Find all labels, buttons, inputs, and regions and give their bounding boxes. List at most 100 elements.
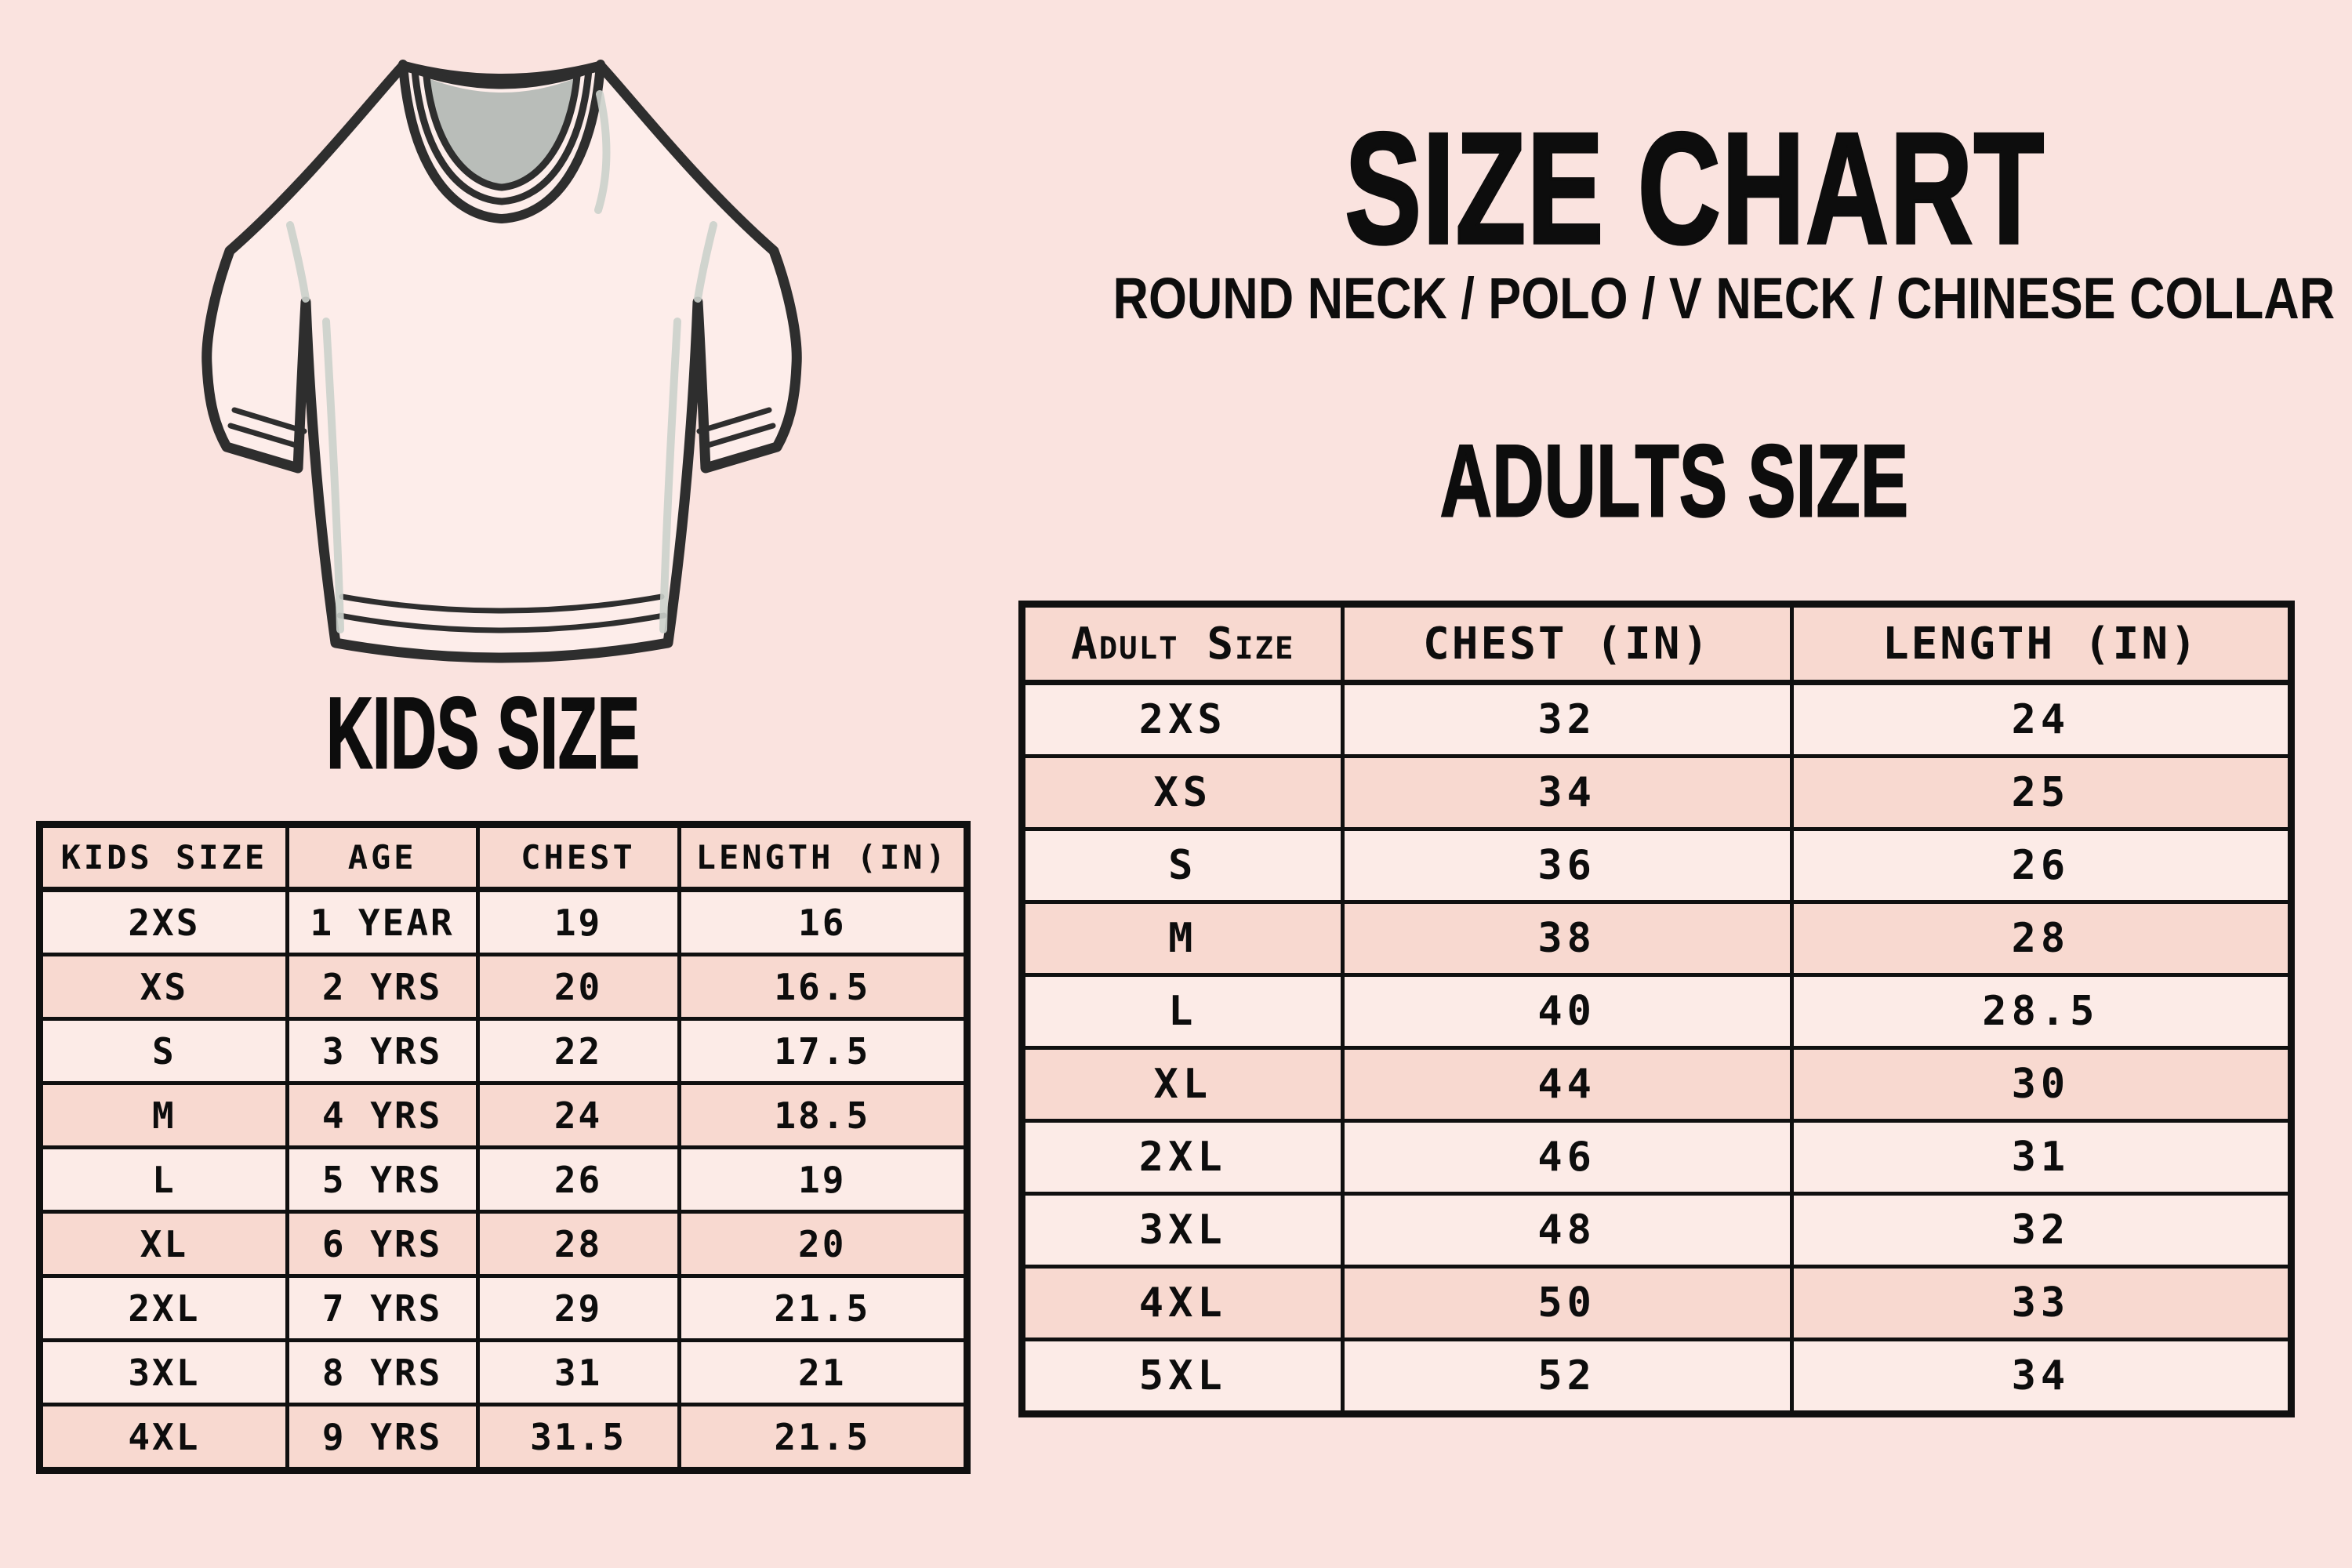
column-header: LENGTH (IN) — [1789, 602, 2294, 684]
tshirt-illustration — [201, 60, 802, 663]
table-cell: 4XL — [38, 1403, 289, 1472]
column-header: LENGTH (IN) — [677, 822, 969, 891]
hem-line — [336, 612, 667, 633]
table-cell: 31.5 — [475, 1403, 681, 1472]
table-cell: 34 — [1340, 754, 1794, 831]
table-cell: M — [1020, 900, 1345, 977]
table-cell: 2XL — [38, 1274, 289, 1342]
left-cuff-line — [231, 407, 307, 434]
column-header: AGE — [285, 822, 480, 891]
column-header: CHEST — [475, 822, 681, 891]
column-header: CHEST (IN) — [1340, 602, 1794, 684]
table-cell: XS — [1020, 754, 1345, 831]
table-cell: 2XL — [1020, 1119, 1345, 1196]
torso-shading — [322, 318, 344, 633]
table-cell: 5XL — [1020, 1338, 1345, 1416]
table-row: XL 6 YRS 28 20 — [38, 1210, 969, 1278]
column-header: KIDS SIZE — [38, 822, 289, 891]
tshirt-body — [201, 60, 802, 663]
table-cell: 24 — [475, 1081, 681, 1149]
kids-size-heading: KIDS SIZE — [91, 682, 875, 785]
table-cell: 20 — [677, 1210, 969, 1278]
page-title: SIZE CHART — [1240, 108, 2045, 270]
table-cell: 50 — [1340, 1265, 1794, 1341]
table-cell: 18.5 — [677, 1081, 969, 1149]
table-cell: 21.5 — [677, 1403, 969, 1472]
collar-rib-line — [423, 72, 581, 191]
table-cell: 3XL — [1020, 1192, 1345, 1269]
table-body: 2XS 32 24 XS 34 25 S 36 26 M 38 28 L 40 28.5 XL 44 30 2XL 4… — [1020, 680, 2294, 1416]
table-cell: 19 — [475, 887, 681, 956]
table-row: 2XS 32 24 — [1020, 680, 2294, 758]
table-cell: 28.5 — [1789, 973, 2294, 1050]
armhole-shading — [694, 221, 717, 303]
table-cell: 25 — [1789, 754, 2294, 831]
table-cell: 31 — [1789, 1119, 2294, 1196]
table-cell: 30 — [1789, 1046, 2294, 1123]
right-cuff-line — [696, 407, 772, 434]
table-cell: 44 — [1340, 1046, 1794, 1123]
table-row: XS 2 YRS 20 16.5 — [38, 953, 969, 1021]
torso-shading — [659, 318, 681, 633]
adults-size-table: Adult Size CHEST (IN) LENGTH (IN) 2XS 32 24 XS… — [1018, 601, 2295, 1417]
subtitle: ROUND NECK / POLO / V NECK / CHINESE COL… — [1005, 270, 2336, 328]
table-cell: 22 — [475, 1017, 681, 1085]
table-body: 2XS 1 YEAR 19 16 XS 2 YRS 20 16.5 S 3 YRS 22 17.5 M 4… — [38, 887, 969, 1472]
tshirt-neck-opening — [426, 78, 577, 189]
subtitle-text: ROUND NECK / POLO / V NECK / CHINESE COL… — [1112, 266, 2336, 331]
table-cell: 2 YRS — [285, 953, 480, 1021]
hem-line — [339, 593, 665, 614]
table-header: KIDS SIZE AGE CHEST LENGTH (IN) — [38, 822, 969, 891]
table-cell: 52 — [1340, 1338, 1794, 1416]
header-row: Adult Size CHEST (IN) LENGTH (IN) — [1020, 602, 2294, 684]
table-cell: 1 YEAR — [285, 887, 480, 956]
table-cell: 9 YRS — [285, 1403, 480, 1472]
table-cell: 46 — [1340, 1119, 1794, 1196]
table-cell: 6 YRS — [285, 1210, 480, 1278]
table-row: 2XL 7 YRS 29 21.5 — [38, 1274, 969, 1342]
collar-rib-line — [411, 66, 593, 205]
table-cell: 7 YRS — [285, 1274, 480, 1342]
table-cell: 29 — [475, 1274, 681, 1342]
table-cell: 3XL — [38, 1338, 289, 1406]
table-cell: 33 — [1789, 1265, 2294, 1341]
table-cell: 3 YRS — [285, 1017, 480, 1085]
header-row: KIDS SIZE AGE CHEST LENGTH (IN) — [38, 822, 969, 891]
table-cell: 4XL — [1020, 1265, 1345, 1341]
table-cell: 24 — [1789, 680, 2294, 758]
table-row: 4XL 9 YRS 31.5 21.5 — [38, 1403, 969, 1472]
table-cell: 26 — [475, 1145, 681, 1214]
table-cell: 32 — [1789, 1192, 2294, 1269]
table-cell: 21 — [677, 1338, 969, 1406]
table-row: M 38 28 — [1020, 900, 2294, 977]
table-cell: 32 — [1340, 680, 1794, 758]
table-cell: L — [38, 1145, 289, 1214]
table-cell: 2XS — [38, 887, 289, 956]
table-cell: 38 — [1340, 900, 1794, 977]
kids-size-table: KIDS SIZE AGE CHEST LENGTH (IN) 2XS 1 YEAR 19 1… — [36, 821, 971, 1474]
table-cell: 20 — [475, 953, 681, 1021]
table-cell: M — [38, 1081, 289, 1149]
table-row: 2XS 1 YEAR 19 16 — [38, 887, 969, 956]
table-cell: 36 — [1340, 827, 1794, 904]
adults-size-heading: ADULTS SIZE — [1283, 423, 2067, 538]
table-cell: XS — [38, 953, 289, 1021]
table-cell: 2XS — [1020, 680, 1345, 758]
table-cell: XL — [38, 1210, 289, 1278]
table-cell: S — [1020, 827, 1345, 904]
adults-size-heading-text: ADULTS SIZE — [1439, 423, 1909, 538]
table-row: 3XL 8 YRS 31 21 — [38, 1338, 969, 1406]
table-cell: 16.5 — [677, 953, 969, 1021]
table-header: Adult Size CHEST (IN) LENGTH (IN) — [1020, 602, 2294, 684]
table-cell: L — [1020, 973, 1345, 1050]
table-row: 5XL 52 34 — [1020, 1338, 2294, 1416]
table-row: XS 34 25 — [1020, 754, 2294, 831]
table-cell: 21.5 — [677, 1274, 969, 1342]
table-cell: 4 YRS — [285, 1081, 480, 1149]
table-cell: 40 — [1340, 973, 1794, 1050]
table-cell: 34 — [1789, 1338, 2294, 1416]
